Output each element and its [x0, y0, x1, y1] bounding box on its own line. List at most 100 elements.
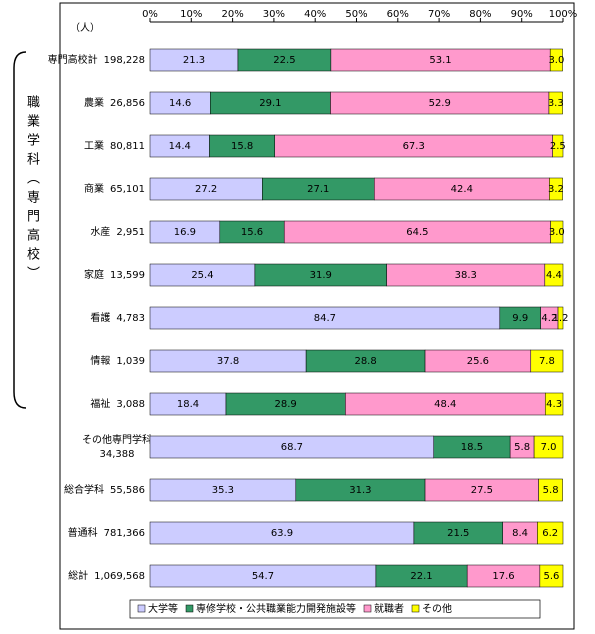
value-label: 8.4 — [512, 528, 528, 539]
category-total: 781,366 — [104, 528, 145, 539]
bar-segment — [549, 48, 563, 72]
value-label: 14.4 — [169, 141, 191, 152]
value-label: 4.2 — [541, 313, 557, 324]
category-total: 4,783 — [116, 313, 145, 324]
legend-swatch — [363, 604, 372, 613]
category-name: 家庭 — [84, 268, 104, 281]
value-label: 25.4 — [191, 270, 213, 281]
value-label: 28.9 — [275, 399, 297, 410]
value-label: 5.8 — [514, 442, 530, 453]
category-name: 工業 — [84, 139, 104, 152]
category-label: 普通科 781,366 — [68, 526, 145, 539]
category-label: 農業 26,856 — [84, 96, 145, 109]
legend-swatch — [137, 604, 146, 613]
category-label: 商業 65,101 — [84, 182, 145, 195]
value-label: 6.2 — [542, 528, 558, 539]
bar-segment — [557, 306, 564, 330]
legend-box — [129, 599, 541, 619]
x-tick-label: 40% — [304, 9, 326, 20]
value-label: 68.7 — [281, 442, 303, 453]
value-label: 7.8 — [539, 356, 555, 367]
value-label: 42.4 — [451, 184, 473, 195]
category-total: 80,811 — [110, 141, 145, 152]
category-name: 福祉 — [90, 397, 110, 410]
category-label: 総計 1,069,568 — [68, 569, 145, 582]
value-label: 18.4 — [177, 399, 199, 410]
category-label: 水産 2,951 — [90, 225, 145, 238]
value-label: 27.5 — [471, 485, 493, 496]
value-label: 28.8 — [354, 356, 376, 367]
value-label: 16.9 — [174, 227, 196, 238]
value-label: 48.4 — [434, 399, 456, 410]
value-label: 15.8 — [231, 141, 253, 152]
bar-segment — [538, 478, 563, 502]
group-label: 職業学科（専門高校） — [24, 95, 39, 285]
bar-segment — [549, 177, 563, 201]
category-label: その他専門学科 — [82, 433, 152, 446]
category-label: 工業 80,811 — [84, 139, 145, 152]
value-label: 22.1 — [410, 571, 432, 582]
value-label: 7.0 — [541, 442, 557, 453]
category-name: 総合学科 — [64, 483, 104, 496]
category-name: 総計 — [68, 569, 88, 582]
frame — [59, 2, 575, 630]
category-name: 情報 — [90, 354, 110, 367]
value-label: 38.3 — [455, 270, 477, 281]
category-total: 26,856 — [110, 98, 145, 109]
category-total: 198,228 — [104, 55, 145, 66]
x-tick-label: 30% — [263, 9, 285, 20]
x-tick-label: 20% — [221, 9, 243, 20]
category-total: 34,388 — [100, 449, 135, 460]
category-label: 専門高校計 198,228 — [48, 53, 145, 66]
category-name: 商業 — [84, 182, 104, 195]
value-label: 3.0 — [548, 55, 564, 66]
value-label: 37.8 — [217, 356, 239, 367]
value-label: 3.0 — [549, 227, 565, 238]
category-name: 普通科 — [68, 526, 98, 539]
x-tick-label: 60% — [387, 9, 409, 20]
value-label: 2.5 — [550, 141, 566, 152]
value-label: 17.6 — [492, 571, 514, 582]
legend-swatch — [185, 604, 194, 613]
value-label: 54.7 — [252, 571, 274, 582]
value-label: 31.9 — [310, 270, 332, 281]
value-label: 84.7 — [314, 313, 336, 324]
value-label: 3.3 — [548, 98, 564, 109]
value-label: 5.8 — [543, 485, 559, 496]
bar-segment — [539, 564, 564, 588]
category-total: 1,069,568 — [94, 571, 145, 582]
value-label: 25.6 — [467, 356, 489, 367]
category-label: 情報 1,039 — [90, 354, 145, 367]
value-label: 9.9 — [512, 313, 528, 324]
category-total: 13,599 — [110, 270, 145, 281]
category-name: 専門高校計 — [48, 53, 98, 66]
bar-segment — [544, 263, 564, 287]
category-label: 福祉 3,088 — [90, 397, 145, 410]
value-label: 14.6 — [169, 98, 191, 109]
value-label: 4.4 — [546, 270, 562, 281]
value-label: 15.6 — [241, 227, 263, 238]
value-label: 18.5 — [461, 442, 483, 453]
bar-segment — [550, 220, 564, 244]
category-total: 65,101 — [110, 184, 145, 195]
x-tick-label: 100% — [549, 9, 578, 20]
x-tick-label: 50% — [345, 9, 367, 20]
value-label: 31.3 — [349, 485, 371, 496]
value-label: 53.1 — [429, 55, 451, 66]
value-label: 29.1 — [259, 98, 281, 109]
bar-segment — [530, 349, 564, 373]
value-label: 21.3 — [183, 55, 205, 66]
value-label: 27.2 — [195, 184, 217, 195]
value-label: 27.1 — [307, 184, 329, 195]
value-label: 35.3 — [212, 485, 234, 496]
value-label: 4.3 — [546, 399, 562, 410]
category-name: 看護 — [90, 311, 110, 324]
category-label: 総合学科 55,586 — [64, 483, 145, 496]
value-label: 5.6 — [543, 571, 559, 582]
legend-swatch — [411, 604, 420, 613]
x-tick-label: 70% — [428, 9, 450, 20]
legend-label: 専修学校・公共職業能力開発施設等 — [196, 602, 356, 615]
